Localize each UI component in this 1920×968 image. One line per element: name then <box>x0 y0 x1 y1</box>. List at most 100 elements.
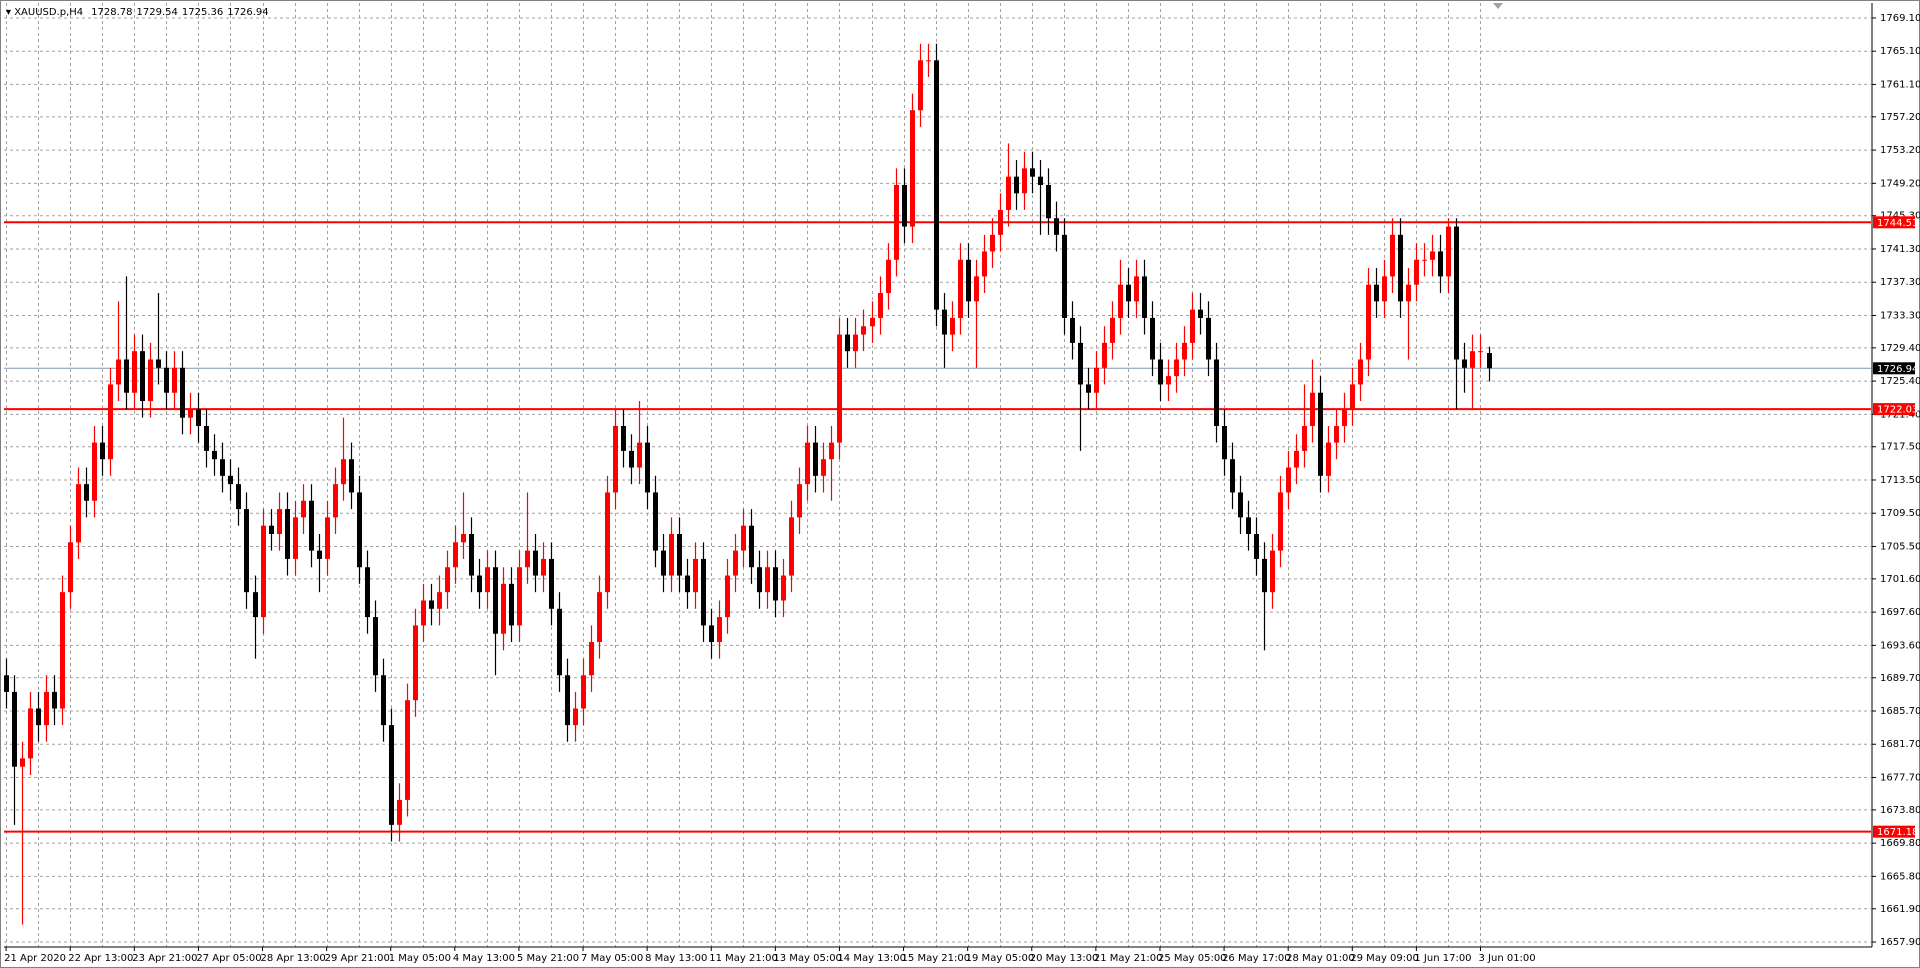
y-tick-label: 1665.80 <box>1880 871 1920 882</box>
y-tick-label: 1689.70 <box>1880 673 1920 684</box>
candle-body <box>693 558 698 593</box>
candle-body <box>1038 176 1043 185</box>
candle-body <box>108 384 113 460</box>
y-tick-label: 1733.30 <box>1880 310 1920 321</box>
candle-body <box>1014 176 1019 194</box>
candle-body <box>902 184 907 227</box>
y-tick-label: 1673.80 <box>1880 805 1920 816</box>
candle-body <box>1198 309 1203 318</box>
candle-body <box>797 484 802 518</box>
x-tick-label: 26 May 17:00 <box>1222 953 1291 964</box>
candle-body <box>1006 176 1011 210</box>
level-price-label: 1744.51 <box>1877 218 1918 229</box>
candle-body <box>1262 558 1267 593</box>
candle-body <box>541 558 546 576</box>
candle-body <box>228 475 233 485</box>
candle-body <box>974 276 979 302</box>
candle-body <box>156 359 161 368</box>
candle-body <box>1302 425 1307 451</box>
candle-body <box>309 500 314 551</box>
candle-body <box>1158 359 1163 385</box>
level-price-box <box>1873 403 1915 416</box>
candle-body <box>1246 517 1251 534</box>
candle-body <box>397 799 402 825</box>
x-tick-label: 21 Apr 2020 <box>4 953 66 964</box>
candle-body <box>821 459 826 476</box>
x-tick-label: 23 Apr 21:00 <box>132 953 197 964</box>
candle-body <box>493 567 498 634</box>
y-tick-label: 1745.30 <box>1880 211 1920 222</box>
y-tick-label: 1677.70 <box>1880 772 1920 783</box>
x-tick-label: 7 May 05:00 <box>581 953 643 964</box>
candle-body <box>1462 359 1467 368</box>
x-tick-label: 28 May 01:00 <box>1286 953 1355 964</box>
candle-body <box>645 442 650 493</box>
candle-body <box>1238 492 1243 518</box>
candle-body <box>325 517 330 559</box>
candle-body <box>1126 284 1131 302</box>
candle-body <box>132 351 137 393</box>
candle-body <box>581 675 586 709</box>
candle-body <box>1078 342 1083 385</box>
candle-body <box>116 359 121 385</box>
y-tick-label: 1701.60 <box>1880 574 1920 585</box>
candle-body <box>813 442 818 476</box>
candle-body <box>669 534 674 576</box>
candle-body <box>28 708 33 759</box>
candle-body <box>870 317 875 327</box>
candle-body <box>910 110 915 227</box>
candle-body <box>1390 234 1395 277</box>
candle-body <box>765 567 770 593</box>
candle-body <box>1022 168 1027 194</box>
candle-body <box>757 567 762 593</box>
candle-body <box>533 550 538 576</box>
y-tick-label: 1725.40 <box>1880 376 1920 387</box>
candle-body <box>381 675 386 726</box>
candle-body <box>709 625 714 643</box>
y-tick-label: 1729.40 <box>1880 343 1920 354</box>
candle-body <box>4 675 9 692</box>
candle-body <box>501 583 506 634</box>
candle-body <box>68 542 73 593</box>
candle-body <box>1254 534 1259 559</box>
x-tick-label: 25 May 05:00 <box>1158 953 1227 964</box>
candle-body <box>60 592 65 709</box>
candle-body <box>1030 168 1035 177</box>
candle-body <box>36 708 41 726</box>
candle-body <box>845 334 850 352</box>
candle-body <box>605 492 610 593</box>
candle-body <box>1134 276 1139 302</box>
candle-body <box>565 675 570 726</box>
header-close: 1726.94 <box>227 7 268 18</box>
candle-body <box>1046 184 1051 219</box>
candle-body <box>789 517 794 576</box>
candle-body <box>950 317 955 335</box>
candle-body <box>220 459 225 476</box>
candle-body <box>741 525 746 551</box>
level-price-box <box>1873 825 1915 838</box>
candle-body <box>1310 392 1315 426</box>
x-tick-label: 29 May 09:00 <box>1350 953 1419 964</box>
x-tick-label: 22 Apr 13:00 <box>68 953 133 964</box>
candle-body <box>1438 251 1443 277</box>
candle-body <box>293 517 298 559</box>
candle-body <box>861 326 866 335</box>
candle-body <box>357 492 362 568</box>
candle-body <box>1102 342 1107 368</box>
y-tick-label: 1685.70 <box>1880 706 1920 717</box>
candle-body <box>1142 276 1147 318</box>
candle-body <box>277 509 282 534</box>
level-price-label: 1671.18 <box>1877 827 1918 838</box>
candle-body <box>317 550 322 559</box>
candle-body <box>20 758 25 767</box>
candle-body <box>453 542 458 568</box>
candle-body <box>1374 284 1379 302</box>
candle-body <box>172 367 177 393</box>
y-tick-label: 1713.50 <box>1880 475 1920 486</box>
candle-body <box>1054 218 1059 235</box>
y-tick-label: 1749.20 <box>1880 178 1920 189</box>
y-tick-label: 1693.60 <box>1880 640 1920 651</box>
candle-body <box>236 484 241 510</box>
